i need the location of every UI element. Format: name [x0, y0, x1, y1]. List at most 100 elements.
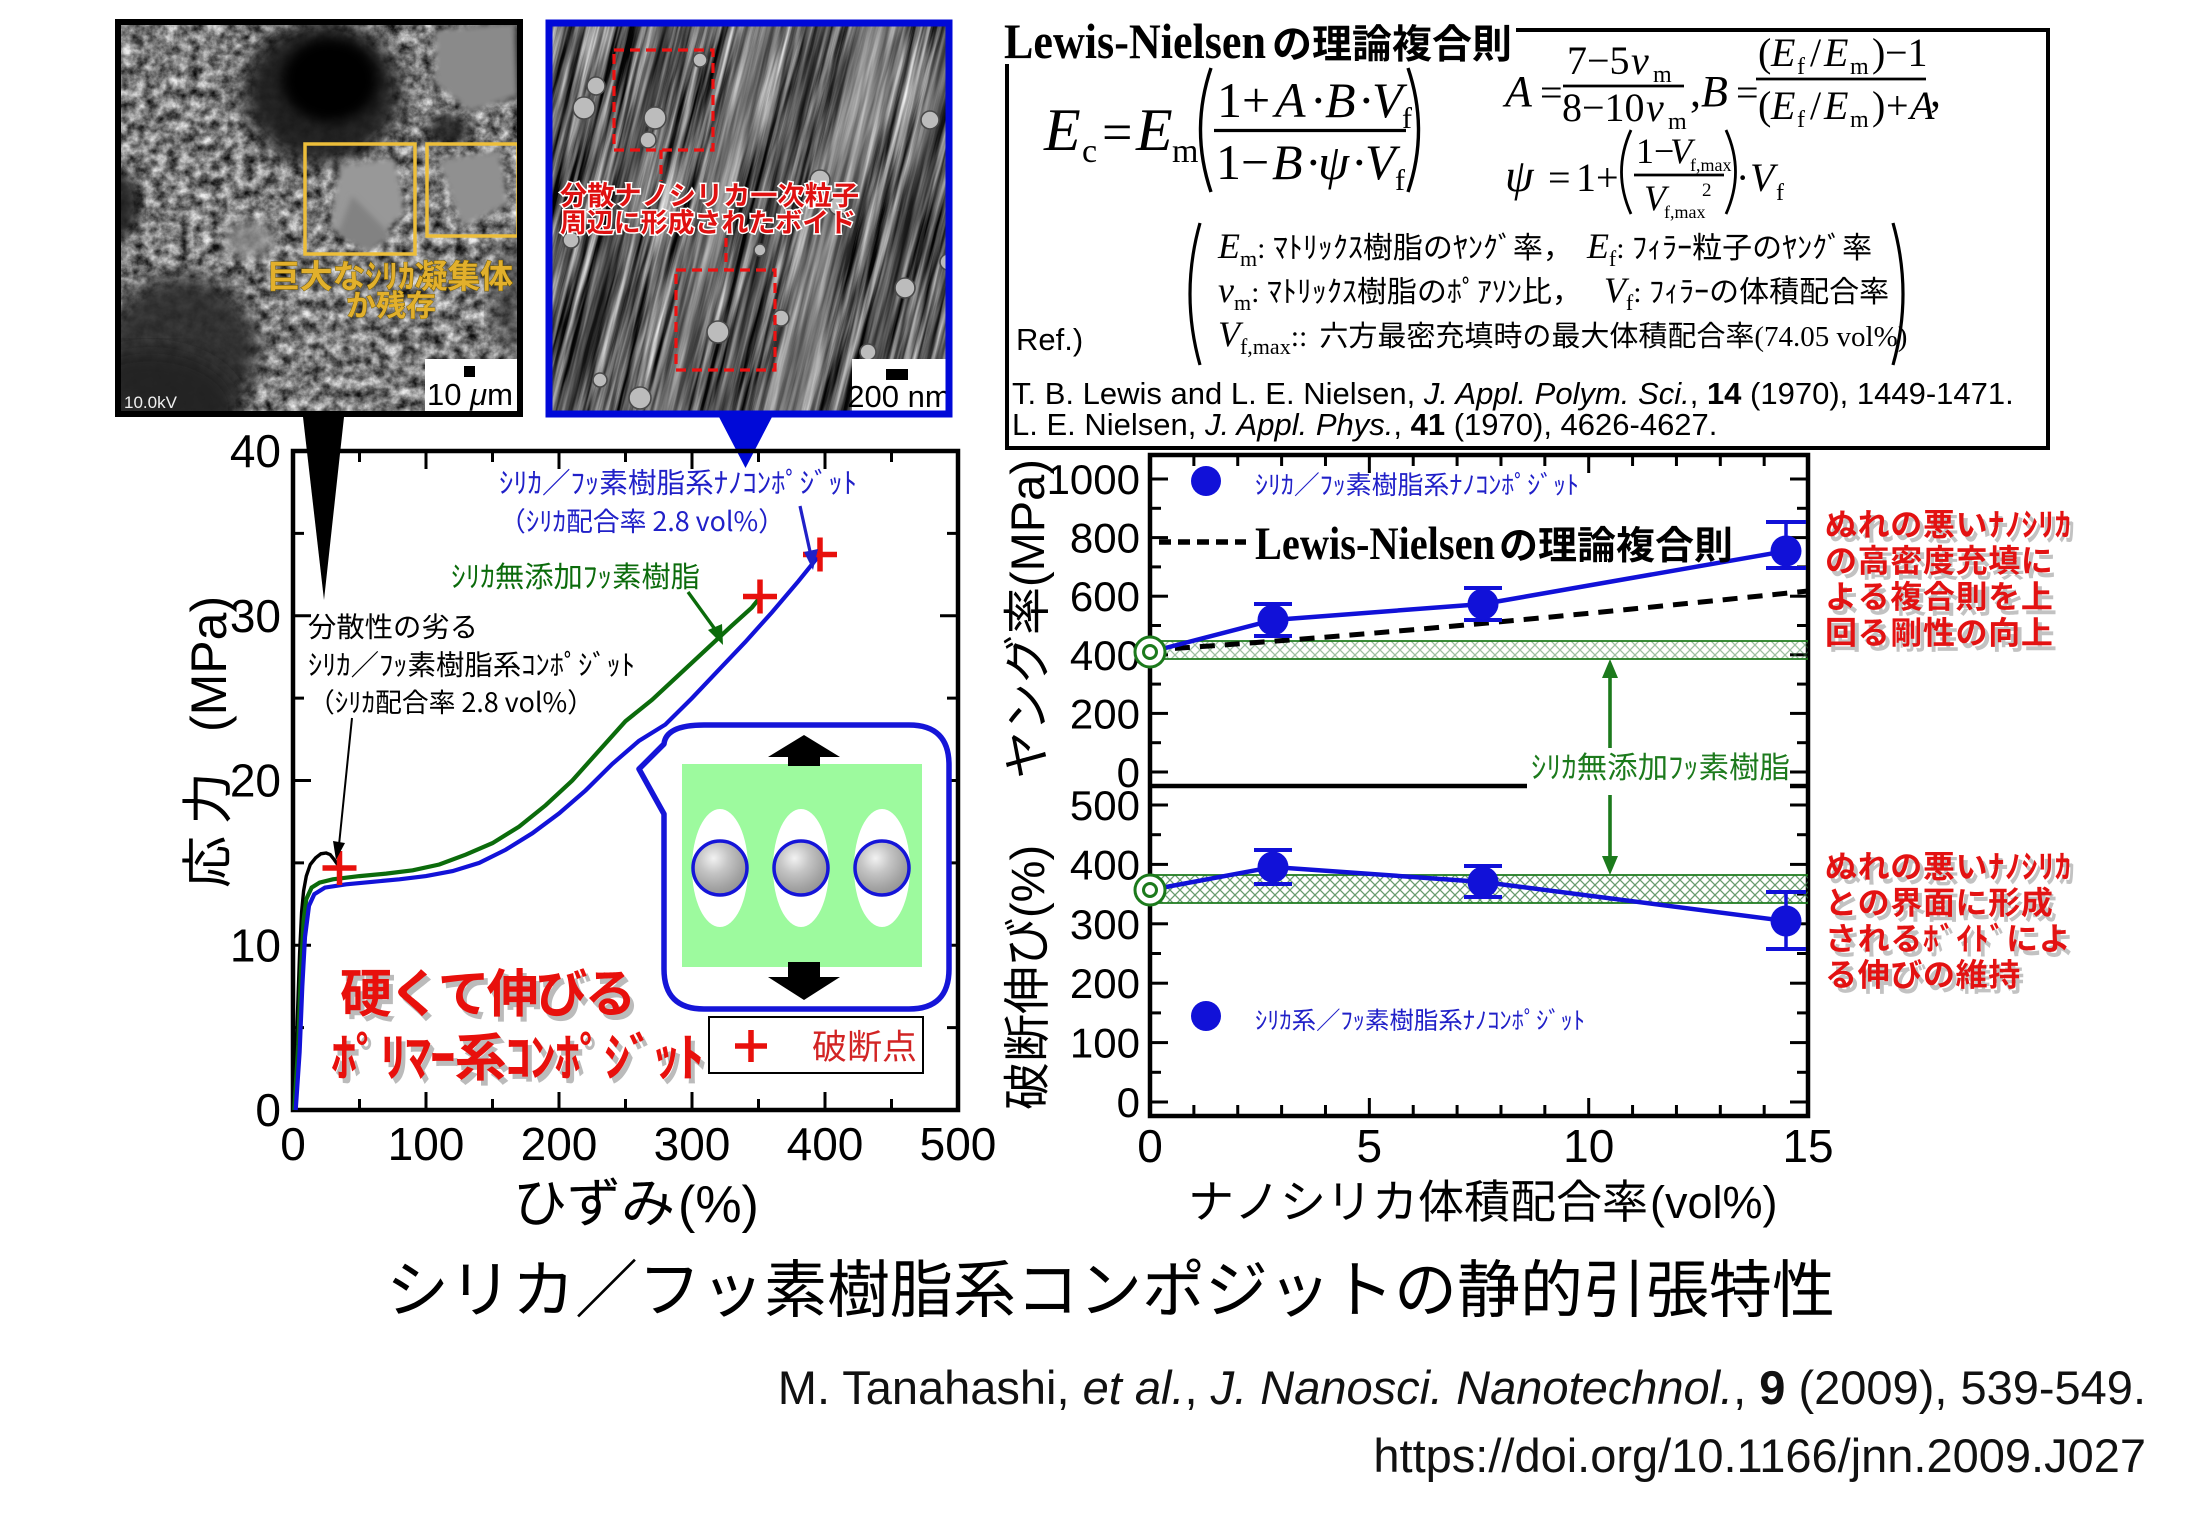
- svg-text:=: =: [1736, 70, 1759, 115]
- svg-text:m: m: [1850, 107, 1869, 133]
- svg-text:E: E: [1770, 83, 1795, 128]
- svg-text:f: f: [1609, 246, 1617, 271]
- svg-text:f: f: [1395, 164, 1405, 197]
- svg-text:E: E: [1770, 30, 1795, 75]
- svg-text:1000: 1000: [1047, 456, 1140, 503]
- svg-text:E: E: [1135, 97, 1173, 163]
- svg-text:·: ·: [1305, 134, 1322, 190]
- svg-text:500: 500: [1070, 782, 1140, 829]
- svg-text:f,max: f,max: [1690, 155, 1731, 175]
- svg-text:Lewis-Nielsen: Lewis-Nielsen: [1255, 518, 1495, 570]
- svg-text:1−: 1−: [1216, 134, 1269, 190]
- svg-text:B: B: [1272, 134, 1303, 190]
- svg-text:V: V: [1365, 134, 1401, 190]
- svg-text:B: B: [1701, 67, 1728, 116]
- svg-text:M. Tanahashi, et al., J. Nanos: M. Tanahashi, et al., J. Nanosci. Nanote…: [778, 1361, 2146, 1414]
- svg-text:10: 10: [1563, 1120, 1614, 1172]
- svg-text:(74.05 vol%): (74.05 vol%): [1754, 321, 1907, 353]
- svg-text:m: m: [1172, 133, 1198, 170]
- svg-text:8−10: 8−10: [1562, 85, 1645, 130]
- svg-text:0: 0: [255, 1084, 281, 1136]
- svg-text:/: /: [1810, 30, 1822, 75]
- svg-text:·: ·: [1358, 72, 1375, 128]
- svg-text:0: 0: [280, 1118, 306, 1170]
- svg-text:E: E: [1823, 83, 1848, 128]
- svg-text:): ): [1872, 30, 1885, 75]
- svg-text:A: A: [1272, 72, 1306, 128]
- svg-text:V: V: [1218, 314, 1244, 354]
- svg-text:100: 100: [388, 1118, 465, 1170]
- svg-text:ν: ν: [1218, 270, 1234, 310]
- svg-text:c: c: [1082, 133, 1097, 170]
- svg-text:1−: 1−: [1636, 131, 1674, 171]
- svg-text:m: m: [1850, 54, 1869, 80]
- svg-text:m: m: [1240, 246, 1257, 271]
- svg-text:800: 800: [1070, 515, 1140, 562]
- svg-text:f: f: [1626, 290, 1634, 315]
- svg-text:Ref.): Ref.): [1016, 322, 1083, 357]
- svg-text:200: 200: [1070, 960, 1140, 1007]
- svg-text:ψ: ψ: [1505, 150, 1535, 201]
- svg-text:=: =: [1102, 102, 1132, 162]
- svg-text:): ): [1872, 83, 1885, 128]
- svg-text:m: m: [1234, 290, 1251, 315]
- svg-text:ν: ν: [1631, 38, 1649, 83]
- svg-text:,: ,: [1690, 67, 1701, 116]
- svg-text:A: A: [1502, 67, 1533, 116]
- svg-text:::: ::: [1291, 320, 1308, 353]
- svg-text:f: f: [1402, 102, 1412, 135]
- svg-text:600: 600: [1070, 573, 1140, 620]
- svg-text:m: m: [1653, 62, 1672, 88]
- svg-text:10.0kV: 10.0kV: [124, 393, 178, 412]
- svg-text:,: ,: [1930, 67, 1941, 116]
- svg-text:100: 100: [1070, 1020, 1140, 1067]
- svg-text:0: 0: [1117, 1079, 1140, 1126]
- svg-text:(: (: [1758, 30, 1771, 75]
- svg-text:ψ: ψ: [1318, 134, 1350, 190]
- svg-text:7−5: 7−5: [1567, 38, 1630, 83]
- svg-text:500: 500: [920, 1118, 997, 1170]
- svg-text::: :: [1633, 276, 1641, 309]
- svg-text::: :: [1257, 232, 1265, 265]
- svg-text:f: f: [1776, 180, 1784, 206]
- svg-text:15: 15: [1782, 1120, 1833, 1172]
- svg-text:0: 0: [1137, 1120, 1163, 1172]
- svg-text:400: 400: [1070, 841, 1140, 888]
- svg-text:200: 200: [1070, 690, 1140, 737]
- svg-text::: :: [1251, 276, 1259, 309]
- svg-text:m: m: [1668, 109, 1687, 135]
- svg-text:400: 400: [787, 1118, 864, 1170]
- svg-text:E: E: [1043, 97, 1081, 163]
- svg-text:(vol%): (vol%): [1650, 1177, 1778, 1228]
- svg-text:1+: 1+: [1217, 72, 1270, 128]
- svg-text:f,max: f,max: [1664, 202, 1705, 222]
- svg-text:f: f: [1797, 107, 1805, 133]
- svg-text:V: V: [1644, 178, 1670, 218]
- svg-text:A: A: [1907, 83, 1935, 128]
- svg-text:0: 0: [1117, 749, 1140, 796]
- svg-text:V: V: [1670, 131, 1696, 171]
- svg-text:·: ·: [1310, 72, 1327, 128]
- svg-text:E: E: [1823, 30, 1848, 75]
- svg-text:(MPa): (MPa): [181, 596, 237, 732]
- svg-text:300: 300: [654, 1118, 731, 1170]
- svg-text:T. B. Lewis and L. E. Nielsen,: T. B. Lewis and L. E. Nielsen, J. Appl. …: [1012, 376, 2014, 411]
- svg-text:https://doi.org/10.1166/jnn.20: https://doi.org/10.1166/jnn.2009.J027: [1373, 1429, 2146, 1482]
- svg-text:2: 2: [1702, 180, 1712, 201]
- svg-text:5: 5: [1357, 1120, 1383, 1172]
- svg-text:V: V: [1372, 72, 1408, 128]
- svg-text:40: 40: [230, 425, 281, 477]
- svg-text::: :: [1616, 232, 1624, 265]
- svg-text:200 nm: 200 nm: [847, 379, 950, 414]
- svg-text:=: =: [1548, 155, 1571, 200]
- svg-text:B: B: [1325, 72, 1356, 128]
- svg-text:·: ·: [1351, 134, 1368, 190]
- svg-text:f: f: [1797, 54, 1805, 80]
- svg-text:1+: 1+: [1576, 155, 1619, 200]
- svg-text:V: V: [1750, 155, 1779, 200]
- svg-text:E: E: [1217, 226, 1240, 266]
- svg-text:(: (: [1758, 83, 1771, 128]
- svg-text:30: 30: [230, 590, 281, 642]
- svg-text:+: +: [1886, 83, 1909, 128]
- svg-text:=: =: [1540, 70, 1563, 115]
